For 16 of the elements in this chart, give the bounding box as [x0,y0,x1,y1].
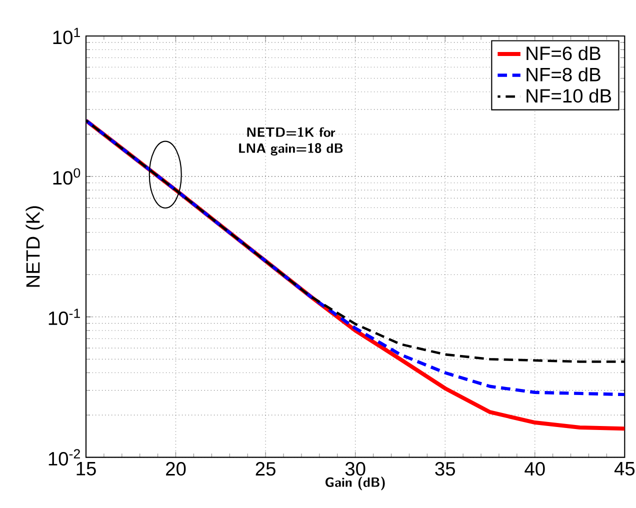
y-tick-label: 10$^{0}$ [53,168,80,185]
legend-label: NF=10 dB [526,88,612,103]
legend-label: NF=8 dB [526,67,600,82]
annotation: NETD=1K for LNA gain=18 dB [239,127,343,156]
x-tick-label: 20 [166,462,186,476]
x-tick-label: 40 [524,462,545,476]
y-tick-label: 10$^{1}$ [53,28,80,44]
x-tick-label: 15 [76,462,96,476]
legend-label: NF=6 dB [526,46,600,60]
x-tick-label: 45 [614,462,635,476]
x-tick-label: 30 [345,462,366,476]
x-axis-title: Gain (dB) [326,476,385,490]
y-tick-label: 10$^{-1}$ [48,308,80,326]
y-axis-title: NETD (K) [26,206,44,287]
x-tick-label: 25 [256,462,276,476]
x-tick-label: 35 [435,462,455,476]
